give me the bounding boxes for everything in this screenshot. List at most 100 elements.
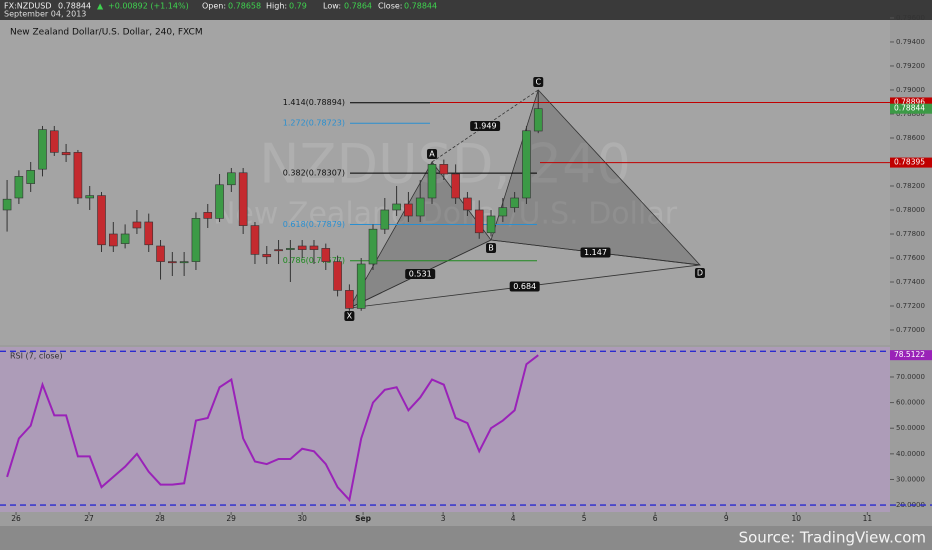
point-box [694,267,705,278]
header-bar [0,0,932,20]
candle-body [26,170,35,184]
low-value: 0.7864 [344,2,372,11]
y-tick-label: 0.77200 [896,302,925,310]
x-tick-label: 6 [653,514,658,523]
candle-body [203,212,213,219]
change: +0.00892 (+1.14%) [108,2,189,11]
x-tick-label: 9 [724,514,729,523]
open-value: 0.78658 [228,2,261,11]
rsi-last-box [890,350,932,361]
watermark: NZDUSD, 240New Zealand Dollar/U.S. Dolla… [213,133,678,232]
candle-body [191,218,201,262]
ratio-label: 0.531 [409,270,432,279]
footer-source: Source: TradingView.com [739,529,926,547]
candle-body [168,261,177,264]
x-tick-label: 27 [84,514,94,523]
candle-body [274,249,283,252]
last-price-box [890,103,932,114]
y-tick-label: 0.79000 [896,86,925,94]
candle-body [97,195,106,246]
candle-body [392,203,401,211]
ratio-label: 1.949 [474,121,497,130]
candle-body [297,245,307,250]
fib-label: 0.618(0.77879) [283,220,345,229]
point-box [427,148,438,159]
close-value: 0.78844 [404,2,437,11]
last-price-label: 0.78844 [894,104,925,113]
fib-label: 1.414(0.78894) [283,98,345,107]
candle-body [38,129,47,170]
rsi-last-label: 78.5122 [894,350,925,359]
high-label: High: [266,2,287,11]
price-line-box [890,157,932,168]
candle-body [474,209,484,234]
candle-body [120,233,130,244]
point-box [344,311,355,322]
y-tick-label: 0.78800 [896,110,925,118]
candle-body [132,221,142,229]
candle-body [486,215,496,234]
candle-body [427,164,437,199]
candle-body [14,176,24,199]
rsi-line [6,354,539,503]
y-tick-label: 60.0000 [896,399,925,407]
x-tick-label: 4 [511,514,516,523]
chart-title: New Zealand Dollar/U.S. Dollar, 240, FXC… [10,28,203,38]
high-value: 0.79 [289,2,307,11]
candle-body [286,248,295,250]
price-line-label: 0.78395 [894,158,925,167]
candle-body [309,245,319,250]
y-tick-label: 0.78200 [896,182,925,190]
ratio-label: 0.684 [513,282,536,291]
last-price: 0.78844 [58,2,91,11]
candle-body [510,197,519,208]
y-tick-label: 0.79400 [896,38,925,46]
y-tick-label: 0.77600 [896,254,925,262]
candle-body [451,173,460,199]
rsi-title: RSI (7, close) [10,352,63,361]
candle-body [85,195,95,199]
low-label: Low: [323,2,341,11]
fib-label: 1.272(0.78723) [283,119,345,128]
candle-body [215,184,224,219]
y-tick-label: 50.0000 [896,424,925,432]
y-tick-label: 30.0000 [896,475,925,483]
candle-body [345,290,354,309]
x-tick-label: 28 [155,514,165,523]
candle-body [404,203,413,217]
point-box [486,242,497,253]
symbol: FX:NZDUSD [4,2,52,11]
open-label: Open: [202,2,226,11]
y-tick-label: 70.0000 [896,373,925,381]
candle-body [522,130,531,199]
candle-body [49,130,59,153]
x-tick-label: 30 [297,514,307,523]
y-tick-label: 0.78600 [896,134,925,142]
x-tick-label: 11 [863,514,873,523]
price-line-label: 0.78896 [894,97,925,106]
candle-body [498,207,508,217]
point-label: X [347,312,353,321]
x-tick-label: 5 [582,514,587,523]
point-label: B [488,243,494,252]
y-tick-label: 0.77000 [896,326,925,334]
candle-body [156,245,165,262]
candle-body [73,152,83,199]
y-tick-label: 0.78000 [896,206,925,214]
candle-body [333,261,342,291]
y-tick-label: 0.79200 [896,62,925,70]
x-tick-label: 10 [792,514,802,523]
candle-body [321,248,331,262]
fib-label: 0.382(0.78307) [283,169,345,178]
candle-body [179,261,189,264]
candle-body [227,172,236,186]
price-line-box [890,97,932,108]
y-tick-label: 0.77400 [896,278,925,286]
candle-body [2,198,12,211]
point-box [533,76,544,87]
x-tick-label: 26 [11,514,21,523]
x-tick-label: 3 [441,514,446,523]
candle-body [250,225,260,255]
rsi-pane [0,347,890,512]
